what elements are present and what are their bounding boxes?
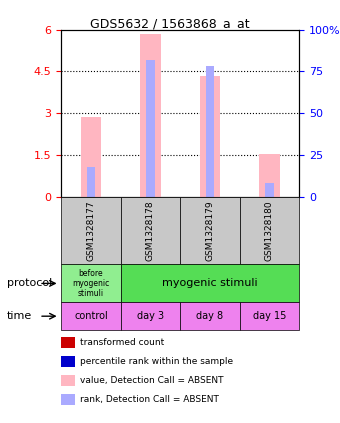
Text: GSM1328178: GSM1328178: [146, 200, 155, 261]
Bar: [140, 34, 161, 197]
Text: GSM1328179: GSM1328179: [205, 200, 215, 261]
Bar: [200, 76, 220, 197]
Bar: [265, 183, 274, 197]
Text: GSM1328180: GSM1328180: [265, 200, 274, 261]
Text: value, Detection Call = ABSENT: value, Detection Call = ABSENT: [80, 376, 223, 385]
Text: day 15: day 15: [253, 311, 286, 321]
Text: control: control: [74, 311, 108, 321]
Bar: [146, 60, 155, 197]
Text: day 8: day 8: [197, 311, 223, 321]
Text: transformed count: transformed count: [80, 338, 164, 347]
Text: rank, Detection Call = ABSENT: rank, Detection Call = ABSENT: [80, 395, 219, 404]
Text: myogenic stimuli: myogenic stimuli: [162, 278, 258, 288]
Bar: [87, 167, 95, 197]
Text: GSM1328177: GSM1328177: [86, 200, 96, 261]
Text: before
myogenic
stimuli: before myogenic stimuli: [72, 269, 109, 298]
Bar: [206, 66, 214, 197]
Text: time: time: [7, 311, 32, 321]
Text: day 3: day 3: [137, 311, 164, 321]
Text: GDS5632 / 1563868_a_at: GDS5632 / 1563868_a_at: [90, 17, 250, 30]
Text: protocol: protocol: [7, 278, 52, 288]
Bar: [81, 117, 101, 197]
Bar: [259, 154, 280, 197]
Text: percentile rank within the sample: percentile rank within the sample: [80, 357, 233, 366]
